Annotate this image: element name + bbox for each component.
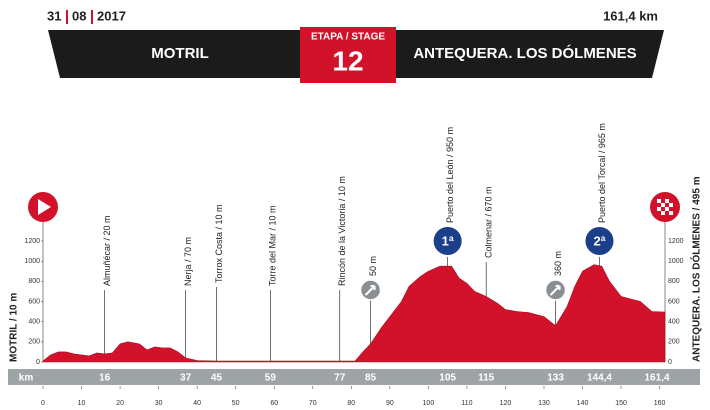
y-tick-label-right: 1200 (668, 238, 684, 245)
date-day: 31 (47, 8, 61, 23)
distance: 161,4 km (603, 8, 658, 23)
y-tick-label-right: 0 (668, 359, 672, 366)
x-tick-label: 10 (78, 400, 86, 407)
km-strip-label: 59 (265, 373, 277, 384)
x-tick-label: 30 (155, 400, 163, 407)
start-icon (28, 192, 58, 222)
sprint-symbol (364, 285, 376, 296)
y-tick-label: 1000 (24, 258, 40, 265)
km-strip-label: 77 (334, 373, 346, 384)
climb-badge: 2ª (583, 225, 616, 257)
climb-circle (583, 225, 616, 257)
km-strip-label: 45 (211, 373, 223, 384)
separator (91, 10, 93, 24)
start-label: MOTRIL / 10 m (9, 293, 20, 362)
x-tick-label: 130 (538, 400, 550, 407)
y-tick-label: 1200 (24, 238, 40, 245)
finish-icon (650, 192, 680, 222)
km-strip (8, 369, 700, 385)
y-tick-label-right: 600 (668, 298, 680, 305)
x-tick-label: 20 (116, 400, 124, 407)
stage-box (300, 27, 396, 83)
km-label: km (19, 373, 34, 384)
climb-badge: 1ª (431, 225, 464, 257)
waypoint-label: Torrox Costa / 10 m (214, 204, 224, 283)
x-tick-label: 90 (386, 400, 394, 407)
km-strip-label: 133 (547, 373, 564, 384)
y-tick-label: 200 (28, 339, 40, 346)
y-tick-label-right: 1000 (668, 258, 684, 265)
y-tick-label-right: 400 (668, 319, 680, 326)
elevation-area (42, 264, 666, 363)
climb-circle (431, 225, 464, 257)
x-tick-label: 100 (423, 400, 435, 407)
x-tick-label: 160 (654, 400, 666, 407)
x-tick-label: 0 (41, 400, 45, 407)
waypoint-label: Colmenar / 670 m (484, 186, 494, 258)
stage-number: 12 (332, 45, 363, 76)
waypoint-label: Puerto del Torcal / 965 m (597, 123, 607, 223)
x-tick-label: 80 (347, 400, 355, 407)
km-strip-label: 37 (180, 373, 192, 384)
waypoint-label: Puerto del León / 950 m (445, 127, 455, 223)
stage-label: ETAPA / STAGE (311, 32, 385, 43)
date-month: 08 (72, 8, 86, 23)
x-tick-label: 150 (615, 400, 627, 407)
x-tick-label: 110 (461, 400, 472, 407)
finish-label: ANTEQUERA. LOS DÓLMENES / 495 m (690, 176, 703, 362)
x-tick-label: 50 (232, 400, 240, 407)
x-tick-label: 70 (309, 400, 317, 407)
x-tick-label: 120 (500, 400, 512, 407)
waypoint-label: Rincón de la Victoria / 10 m (337, 176, 347, 286)
waypoint-label: 50 m (368, 256, 378, 276)
finish-city: ANTEQUERA. LOS DÓLMENES (413, 44, 636, 62)
sprint-icon (359, 279, 382, 301)
climb-category: 1ª (442, 233, 454, 248)
waypoint-label: Nerja / 70 m (183, 237, 193, 286)
y-tick-label: 0 (36, 359, 40, 366)
x-tick-label: 140 (577, 400, 589, 407)
waypoint-label: Torre del Mar / 10 m (268, 205, 278, 286)
km-strip-label: 115 (478, 373, 495, 384)
y-tick-label: 800 (28, 278, 40, 285)
km-strip-label: 161,4 (644, 373, 669, 384)
x-tick-label: 40 (193, 400, 201, 407)
km-strip-label: 16 (99, 373, 111, 384)
sprint-symbol (549, 285, 561, 296)
y-tick-label: 600 (28, 298, 40, 305)
y-tick-label: 400 (28, 319, 40, 326)
km-strip-label: 85 (365, 373, 377, 384)
y-tick-label-right: 200 (668, 339, 680, 346)
km-strip-label: 105 (439, 373, 456, 384)
waypoint-label: 360 m (553, 251, 563, 276)
separator (66, 10, 68, 24)
sprint-icon (544, 279, 567, 301)
y-tick-label-right: 800 (668, 278, 680, 285)
start-city: MOTRIL (151, 45, 209, 62)
x-tick-label: 60 (270, 400, 278, 407)
climb-category: 2ª (593, 233, 605, 248)
km-strip-label: 144,4 (587, 373, 612, 384)
header: 31 08 2017 161,4 km MOTRIL ANTEQUERA. LO… (47, 8, 664, 83)
waypoint-label: Almuñécar / 20 m (102, 215, 112, 286)
date-year: 2017 (97, 8, 126, 23)
